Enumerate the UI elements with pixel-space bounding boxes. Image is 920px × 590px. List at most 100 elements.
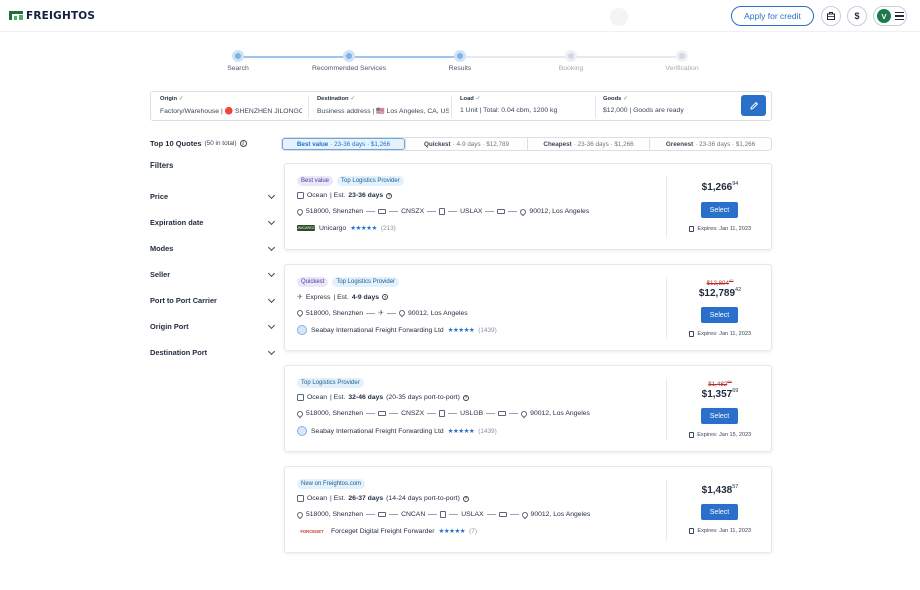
freightos-logo-icon <box>9 11 23 20</box>
truck-icon <box>498 512 507 517</box>
load-title: Load <box>460 96 474 102</box>
mode: Express <box>305 293 331 301</box>
plane-icon: ✈ <box>378 310 384 317</box>
help-icon[interactable]: ? <box>386 192 393 199</box>
filters-title: Filters <box>150 161 174 170</box>
destination-field[interactable]: Destination ✓ Business address | 🇺🇸 Los … <box>317 96 449 115</box>
badge: Top Logistics Provider <box>337 176 404 186</box>
est-days: 26-37 days <box>348 495 384 502</box>
badge: Best value <box>297 176 334 186</box>
check-icon: ✓ <box>622 96 628 102</box>
filter-port-to-port-carrier[interactable]: Port to Port Carrier <box>150 295 276 305</box>
step-label: Recommended Services <box>311 65 387 72</box>
tab-name: Quickest <box>424 140 451 148</box>
select-button[interactable]: Select <box>701 408 738 424</box>
quote-card: New on Freightos.com Ocean | Est. 26-37 d… <box>284 466 772 553</box>
review-count[interactable]: (1439) <box>478 427 497 435</box>
route-origin: 518000, Shenzhen <box>306 309 364 317</box>
route: 518000, Shenzhen CNSZX USLGB 90012, Los … <box>295 409 590 418</box>
filter-seller[interactable]: Seller <box>150 269 276 279</box>
badge: New on Freightos.com <box>297 479 366 489</box>
sort-tabs: Best value · 23-36 days · $1,266 Quickest… <box>281 137 772 151</box>
route-origin: 518000, Shenzhen <box>306 511 364 518</box>
route-port-b: USLGB <box>460 410 484 417</box>
filter-destination-port[interactable]: Destination Port <box>150 347 276 357</box>
tab-quickest[interactable]: Quickest · 4-9 days · $12,789 <box>405 138 527 150</box>
tab-detail: · 23-36 days · $1,266 <box>695 140 756 148</box>
mode: Ocean <box>307 192 328 199</box>
original-price: $1,48269 <box>667 379 773 388</box>
load-field[interactable]: Load ✓ 1 Unit | Total: 0.04 cbm, 1200 kg <box>460 96 592 114</box>
user-menu-button[interactable]: V <box>873 6 907 26</box>
route-destination: 90012, Los Angeles <box>407 309 468 317</box>
badge-group: Top Logistics Provider <box>297 378 364 388</box>
route-origin: 518000, Shenzhen <box>306 410 364 417</box>
filter-label: Destination Port <box>150 348 208 357</box>
filter-origin-port[interactable]: Origin Port <box>150 321 276 331</box>
chevron-down-icon <box>267 191 276 199</box>
filter-price[interactable]: Price <box>150 191 276 201</box>
help-icon[interactable]: ? <box>382 294 389 300</box>
origin-field[interactable]: Origin ✓ Factory/Warehouse | 🔴 SHENZHEN … <box>160 96 302 115</box>
results-title: Top 10 Quotes (50 in total) i <box>150 139 247 148</box>
est-prefix: | Est. <box>333 293 349 301</box>
est-prefix: | Est. <box>330 394 346 401</box>
tab-detail: · 23-36 days · $1,266 <box>330 140 391 148</box>
select-button[interactable]: Select <box>701 504 738 520</box>
container-icon <box>440 511 447 518</box>
price-cents: 57 <box>732 484 739 490</box>
apply-for-credit-button[interactable]: Apply for credit <box>731 6 814 26</box>
currency-button[interactable]: $ <box>847 6 867 26</box>
freightos-logo[interactable]: FREIGHTOS <box>9 10 95 22</box>
filter-expiration-date[interactable]: Expiration date <box>150 217 276 227</box>
edit-search-button[interactable] <box>741 95 766 116</box>
carrier-name[interactable]: Seabay International Freight Forwarding … <box>311 326 444 334</box>
tab-greenest[interactable]: Greenest · 23-36 days · $1,266 <box>649 138 771 150</box>
goods-field[interactable]: Goods ✓ $12,000 | Goods are ready <box>603 96 735 114</box>
select-button[interactable]: Select <box>701 202 738 218</box>
review-count[interactable]: (213) <box>380 224 396 232</box>
info-icon[interactable]: i <box>239 140 247 147</box>
step-search[interactable]: Search <box>198 50 278 72</box>
old-price-amount: $1,482 <box>708 381 728 389</box>
filter-label: Origin Port <box>150 322 189 331</box>
step-label: Results <box>448 65 472 72</box>
ship-icon <box>297 495 304 502</box>
chevron-down-icon <box>267 243 276 251</box>
filter-modes[interactable]: Modes <box>150 243 276 253</box>
search-summary-bar[interactable]: Origin ✓ Factory/Warehouse | 🔴 SHENZHEN … <box>150 91 772 121</box>
destination-value: Business address | 🇺🇸 Los Angeles, CA, U… <box>317 108 449 115</box>
carrier-name[interactable]: Forceget Digital Freight Forwarder <box>331 527 435 535</box>
route: 518000, Shenzhen CNCAN USLAX 90012, Los … <box>295 510 590 519</box>
divider <box>595 96 596 118</box>
step-label: Verification <box>665 65 699 72</box>
est-prefix: | Est. <box>330 495 346 502</box>
tab-name: Cheapest <box>543 140 572 148</box>
hamburger-menu-icon <box>895 12 904 20</box>
transit-info: ✈ Express | Est. 4-9 days ? <box>297 293 389 301</box>
help-icon[interactable]: ? <box>462 495 469 502</box>
load-value: 1 Unit | Total: 0.04 cbm, 1200 kg <box>460 107 558 114</box>
tab-best-value[interactable]: Best value · 23-36 days · $1,266 <box>282 138 405 150</box>
seabay-logo-icon <box>297 426 307 436</box>
shipments-button[interactable] <box>821 6 841 26</box>
review-count[interactable]: (7) <box>469 527 477 535</box>
step-recommended-services[interactable]: Recommended Services <box>309 50 389 72</box>
location-pin-icon <box>295 409 305 418</box>
step-dot <box>676 50 688 62</box>
review-count[interactable]: (1439) <box>478 326 497 334</box>
location-pin-icon <box>519 409 529 418</box>
step-results[interactable]: Results <box>420 50 500 72</box>
divider <box>666 378 667 440</box>
help-icon[interactable]: ? <box>462 394 469 401</box>
select-button[interactable]: Select <box>701 307 738 323</box>
divider <box>666 479 667 541</box>
ship-icon <box>297 394 304 401</box>
plane-icon: ✈ <box>297 294 303 301</box>
price-cents: 69 <box>732 388 739 394</box>
goods-title: Goods <box>603 96 622 102</box>
carrier-name[interactable]: Unicargo <box>319 224 347 232</box>
carrier-name[interactable]: Seabay International Freight Forwarding … <box>311 427 444 435</box>
tab-cheapest[interactable]: Cheapest · 23-36 days · $1,266 <box>527 138 649 150</box>
truck-icon <box>378 512 387 517</box>
